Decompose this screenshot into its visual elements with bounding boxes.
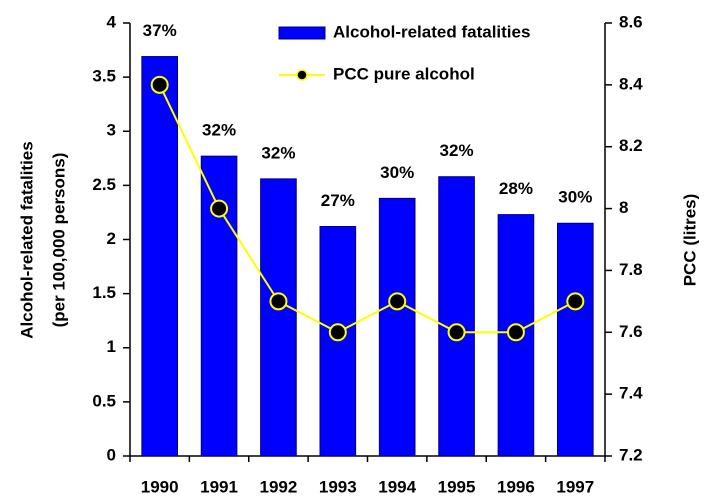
marker (150, 75, 169, 94)
marker (447, 323, 466, 342)
bar (260, 178, 297, 457)
y2-tick-label: 7.6 (619, 322, 643, 341)
y-tick-label: 4 (107, 12, 117, 31)
y-tick-label: 3 (107, 121, 116, 140)
x-tick-label: 1991 (200, 477, 238, 496)
y-tick-label: 3.5 (92, 67, 116, 86)
bar (438, 176, 475, 457)
y-axis-label: (per 100,000 persons) (49, 153, 68, 328)
y2-tick-label: 8.2 (619, 136, 643, 155)
x-tick-label: 1997 (556, 477, 594, 496)
bar-label: 27% (321, 191, 355, 210)
x-tick-label: 1990 (141, 477, 179, 496)
legend-label: PCC pure alcohol (333, 64, 475, 83)
y-tick-label: 0.5 (92, 391, 116, 410)
y-tick-label: 1.5 (92, 283, 116, 302)
x-tick-label: 1994 (378, 477, 416, 496)
y2-tick-label: 7.2 (619, 445, 643, 464)
y2-tick-label: 8 (619, 198, 628, 217)
legend-label: Alcohol-related fatalities (333, 22, 530, 41)
y2-tick-label: 7.4 (619, 384, 643, 403)
marker (566, 292, 585, 311)
bar-label: 32% (202, 121, 236, 140)
marker (269, 292, 288, 311)
bar (141, 56, 178, 457)
y-tick-label: 2.5 (92, 175, 116, 194)
x-tick-label: 1992 (260, 477, 298, 496)
y-axis-label: Alcohol-related fatalities (17, 141, 36, 338)
y-tick-label: 0 (107, 445, 116, 464)
marker (388, 292, 407, 311)
marker (506, 323, 525, 342)
y2-tick-label: 7.8 (619, 260, 643, 279)
y2-tick-label: 8.6 (619, 12, 643, 31)
x-tick-label: 1996 (497, 477, 535, 496)
bar (378, 197, 416, 457)
marker (210, 199, 229, 218)
y2-axis-label: PCC (litres) (680, 194, 699, 287)
bar-label: 32% (261, 143, 295, 162)
legend-swatch (278, 26, 326, 40)
bar-label: 37% (143, 21, 177, 40)
x-tick-label: 1995 (438, 477, 476, 496)
y-tick-label: 1 (107, 337, 116, 356)
y-tick-label: 2 (107, 229, 116, 248)
bar (557, 222, 594, 457)
y2-tick-label: 8.4 (619, 74, 643, 93)
bar-label: 30% (558, 188, 592, 207)
line (158, 84, 576, 334)
legend-marker (296, 69, 308, 81)
bar-label: 30% (380, 163, 414, 182)
x-tick-label: 1993 (319, 477, 357, 496)
marker (328, 323, 347, 342)
bar-label: 28% (499, 179, 533, 198)
bar-label: 32% (440, 141, 474, 160)
